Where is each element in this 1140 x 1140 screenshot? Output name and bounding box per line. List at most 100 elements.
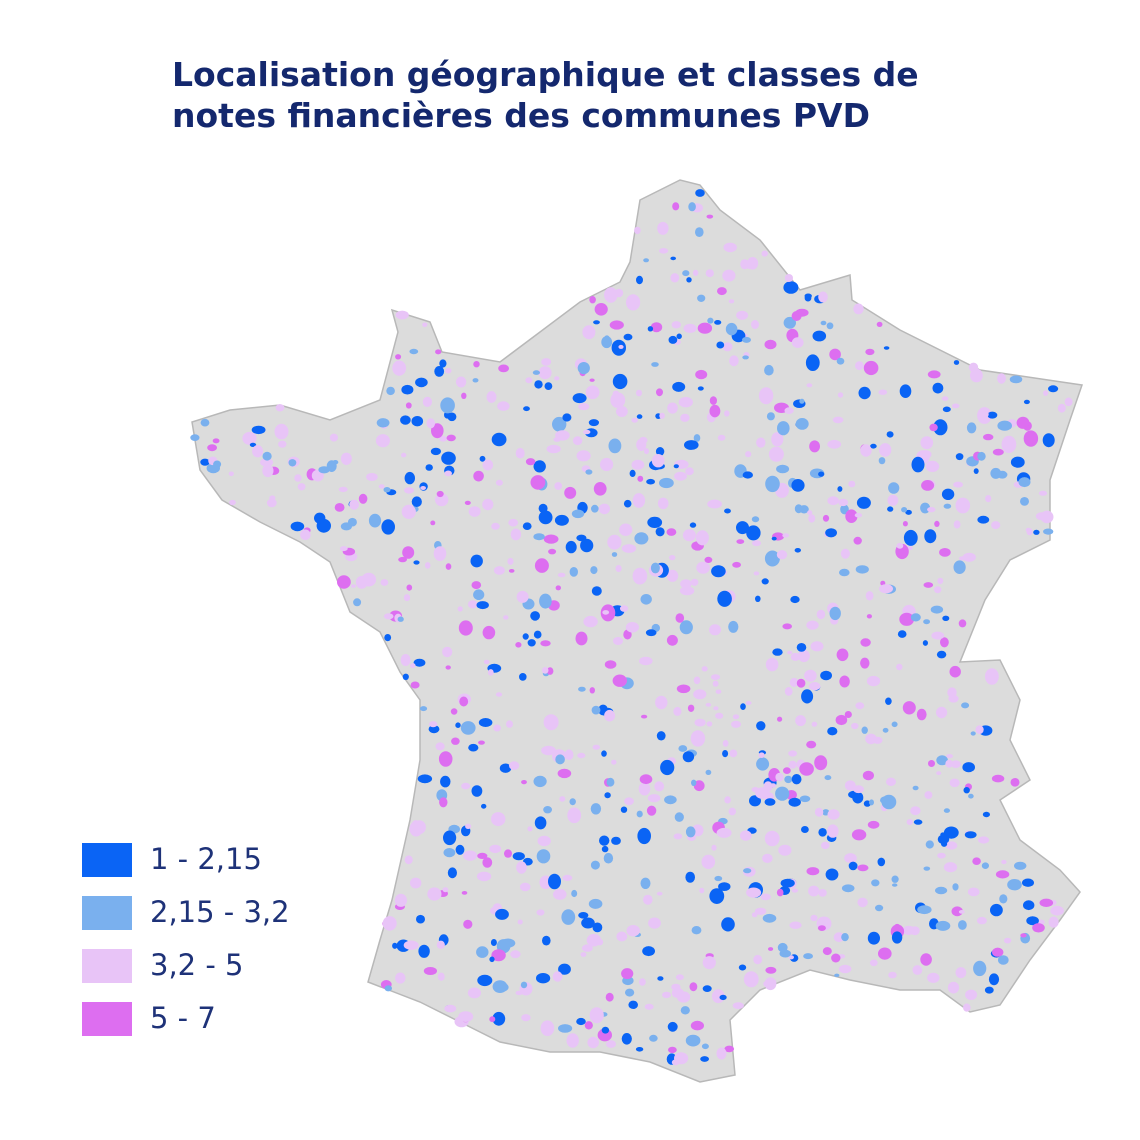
commune: [709, 624, 721, 636]
commune: [920, 436, 934, 450]
commune: [1035, 512, 1048, 521]
commune: [878, 457, 886, 465]
commune: [439, 436, 448, 442]
commune: [446, 434, 456, 442]
commune: [640, 877, 651, 889]
commune: [709, 888, 725, 904]
commune: [810, 641, 824, 652]
commune: [601, 1026, 610, 1034]
commune: [841, 884, 855, 893]
commune: [844, 711, 852, 718]
commune: [672, 381, 686, 392]
commune: [638, 782, 651, 796]
commune: [701, 666, 708, 672]
commune: [656, 731, 666, 741]
commune: [533, 630, 542, 639]
commune: [935, 920, 951, 931]
commune: [397, 361, 403, 366]
commune: [588, 419, 600, 427]
commune: [656, 388, 663, 397]
commune: [869, 799, 874, 806]
commune: [564, 749, 574, 760]
commune: [779, 949, 792, 958]
commune: [539, 593, 552, 609]
commune: [583, 429, 591, 435]
commune: [771, 536, 777, 541]
commune: [764, 550, 780, 567]
commune: [543, 806, 552, 814]
commune: [931, 631, 945, 640]
commune: [714, 320, 722, 325]
commune: [576, 1017, 586, 1026]
commune: [680, 413, 690, 422]
commune: [294, 474, 302, 482]
commune: [554, 376, 560, 381]
commune: [1032, 923, 1045, 933]
commune: [946, 754, 953, 759]
commune: [970, 731, 976, 736]
commune: [770, 783, 777, 788]
commune: [607, 534, 622, 550]
commune: [668, 1046, 677, 1054]
commune: [857, 897, 868, 908]
commune: [519, 673, 527, 681]
commune: [809, 682, 821, 691]
commune: [783, 281, 799, 294]
commune: [903, 529, 918, 546]
commune: [435, 349, 442, 355]
commune: [984, 986, 994, 994]
commune: [523, 406, 530, 412]
commune: [799, 795, 811, 803]
commune: [794, 504, 803, 514]
commune: [461, 782, 471, 790]
commune: [557, 572, 566, 578]
commune: [584, 1021, 593, 1030]
commune: [934, 520, 940, 528]
commune: [683, 323, 697, 333]
commune: [933, 419, 948, 436]
legend: 1 - 2,15 2,15 - 3,2 3,2 - 5 5 - 7: [82, 842, 290, 1036]
commune: [678, 397, 693, 408]
commune: [866, 675, 881, 687]
commune: [947, 981, 960, 994]
commune: [435, 742, 445, 751]
commune: [949, 665, 961, 678]
commune: [701, 1043, 709, 1050]
commune: [471, 785, 483, 797]
commune: [572, 393, 587, 404]
commune: [682, 270, 690, 277]
commune: [929, 423, 938, 432]
commune: [838, 964, 852, 974]
commune: [636, 389, 642, 397]
commune: [845, 509, 858, 523]
commune: [611, 759, 617, 765]
commune: [1038, 490, 1048, 496]
commune: [745, 701, 752, 705]
commune: [655, 695, 668, 710]
commune: [991, 774, 1005, 783]
commune: [679, 586, 695, 596]
commune: [491, 522, 500, 530]
commune: [952, 883, 959, 891]
commune: [768, 446, 784, 462]
commune: [646, 478, 655, 485]
commune: [888, 482, 900, 494]
commune: [729, 749, 738, 758]
commune: [482, 857, 493, 868]
commune: [731, 720, 741, 728]
commune: [835, 714, 848, 726]
commune: [616, 406, 628, 417]
commune: [762, 853, 773, 864]
commune: [723, 242, 737, 253]
commune: [844, 853, 857, 864]
commune: [840, 504, 849, 515]
commune: [717, 287, 727, 296]
commune: [266, 498, 277, 508]
commune: [451, 737, 460, 745]
commune: [552, 416, 567, 432]
commune: [666, 634, 678, 646]
commune: [609, 320, 624, 330]
commune: [628, 1000, 638, 1009]
commune: [968, 793, 974, 799]
commune: [288, 459, 297, 467]
